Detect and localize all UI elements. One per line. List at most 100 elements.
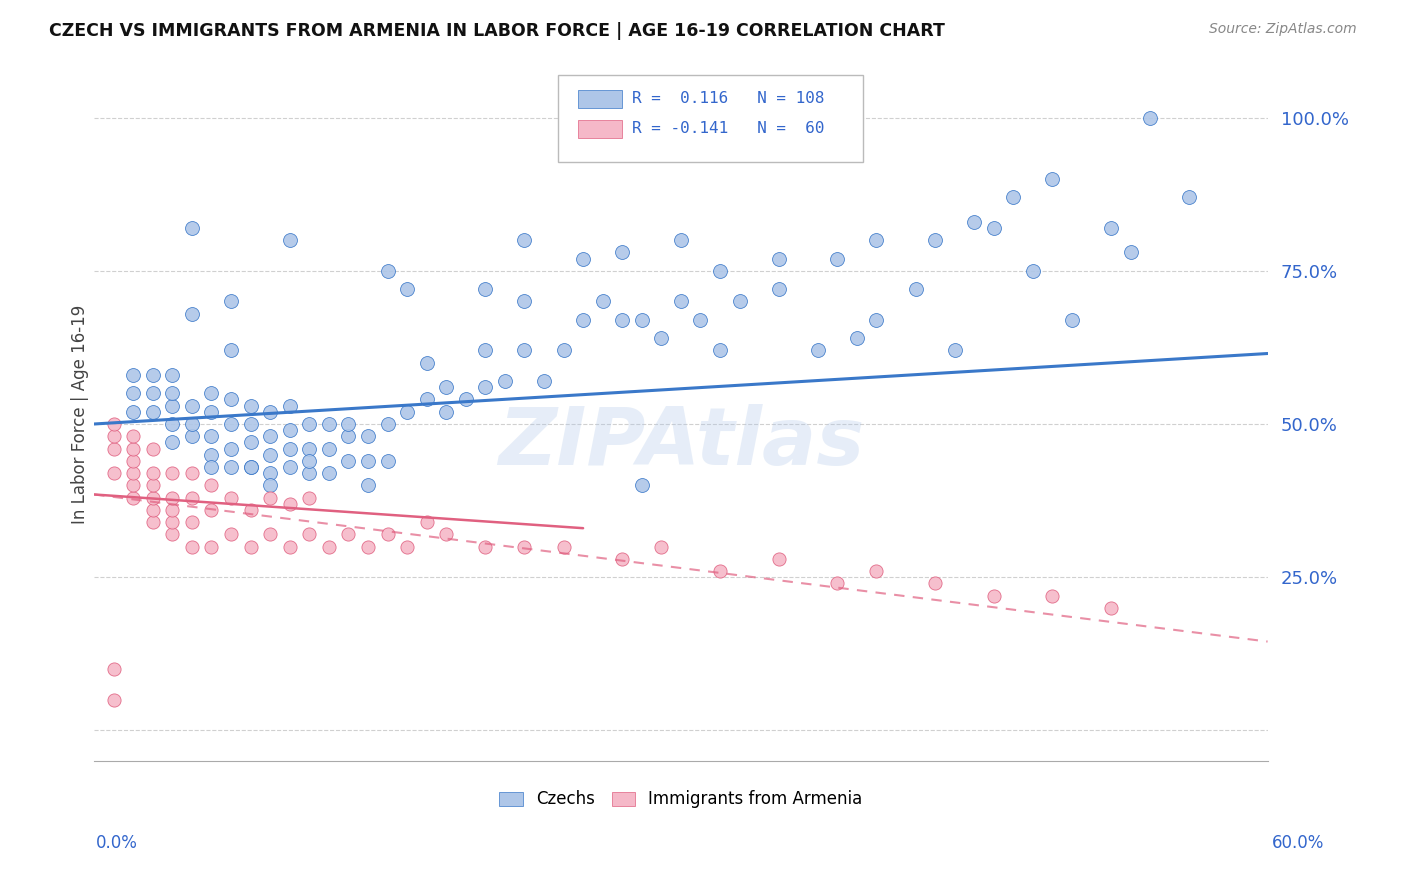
Point (298, 417, 321, 431)
Point (239, 459, 262, 474)
Point (454, 392, 477, 407)
Point (1042, 589, 1064, 603)
Point (219, 417, 242, 431)
Point (181, 417, 204, 431)
Point (1042, 171, 1064, 186)
Text: Source: ZipAtlas.com: Source: ZipAtlas.com (1209, 22, 1357, 37)
Point (434, 527, 457, 541)
Point (122, 442, 145, 456)
Point (474, 380, 496, 394)
Point (162, 435, 184, 450)
Point (162, 491, 184, 505)
Point (318, 442, 340, 456)
Point (103, 429, 125, 443)
Bar (578, 120, 623, 138)
Point (181, 515, 204, 529)
Point (122, 478, 145, 492)
Point (200, 503, 222, 517)
Point (162, 368, 184, 382)
Point (162, 417, 184, 431)
Point (689, 313, 711, 327)
Point (200, 478, 222, 492)
Point (924, 576, 946, 591)
Point (239, 540, 262, 554)
Point (122, 491, 145, 505)
Point (377, 264, 399, 278)
Point (181, 307, 204, 321)
Point (142, 491, 165, 505)
Text: R = -0.141   N =  60: R = -0.141 N = 60 (631, 121, 824, 136)
Point (181, 399, 204, 413)
Point (924, 233, 946, 247)
Bar (578, 90, 623, 108)
Point (337, 417, 360, 431)
Point (865, 313, 887, 327)
Point (669, 233, 692, 247)
Point (278, 442, 301, 456)
Point (278, 233, 301, 247)
Point (219, 459, 242, 474)
Text: CZECH VS IMMIGRANTS FROM ARMENIA IN LABOR FORCE | AGE 16-19 CORRELATION CHART: CZECH VS IMMIGRANTS FROM ARMENIA IN LABO… (49, 22, 945, 40)
Point (612, 313, 634, 327)
Point (318, 466, 340, 480)
Point (162, 466, 184, 480)
Point (943, 343, 966, 358)
Point (337, 454, 360, 468)
Point (963, 215, 986, 229)
Point (1099, 220, 1122, 235)
Point (278, 459, 301, 474)
Point (572, 313, 595, 327)
Point (298, 491, 321, 505)
Point (200, 448, 222, 462)
Point (768, 551, 790, 566)
Text: R =  0.116   N = 108: R = 0.116 N = 108 (631, 91, 824, 106)
Point (669, 294, 692, 309)
Text: 0.0%: 0.0% (96, 834, 138, 852)
Point (259, 478, 281, 492)
Point (200, 405, 222, 419)
Point (142, 466, 165, 480)
Point (415, 392, 437, 407)
Point (650, 331, 672, 345)
Point (474, 343, 496, 358)
Point (200, 459, 222, 474)
Point (239, 417, 262, 431)
Point (865, 564, 887, 578)
Text: ZIPAtlas: ZIPAtlas (498, 403, 865, 482)
Point (298, 466, 321, 480)
Point (142, 478, 165, 492)
Point (259, 448, 281, 462)
Point (415, 356, 437, 370)
Point (513, 540, 536, 554)
Point (377, 527, 399, 541)
Point (219, 343, 242, 358)
Point (278, 423, 301, 437)
Point (807, 343, 830, 358)
Point (845, 331, 868, 345)
Point (865, 233, 887, 247)
Point (181, 429, 204, 443)
Point (1060, 313, 1083, 327)
Point (259, 429, 281, 443)
Point (278, 497, 301, 511)
Point (103, 466, 125, 480)
Point (630, 478, 652, 492)
Point (122, 386, 145, 401)
Point (572, 252, 595, 266)
Point (219, 442, 242, 456)
Point (259, 527, 281, 541)
Point (357, 454, 380, 468)
Point (728, 294, 751, 309)
Point (612, 245, 634, 260)
Point (553, 540, 575, 554)
Point (181, 220, 204, 235)
Point (298, 527, 321, 541)
Point (298, 454, 321, 468)
Point (1002, 190, 1025, 204)
Point (318, 417, 340, 431)
Point (103, 693, 125, 707)
Point (122, 405, 145, 419)
Point (259, 491, 281, 505)
Point (219, 392, 242, 407)
Point (103, 442, 125, 456)
